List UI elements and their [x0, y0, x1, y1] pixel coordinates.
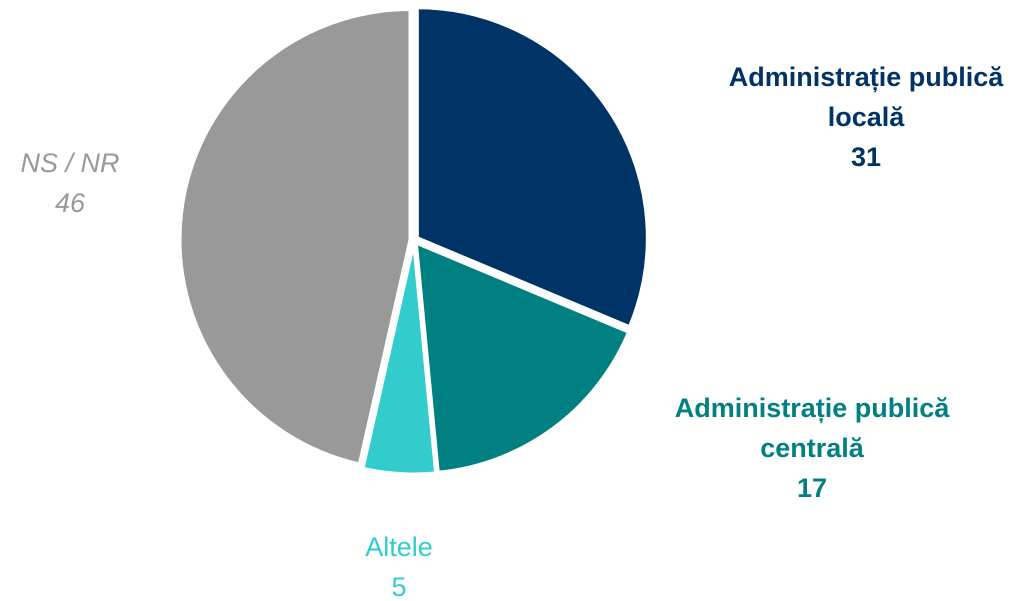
slice-label-line-0-1: locală	[828, 102, 906, 132]
pie-slice-0	[415, 6, 649, 329]
slice-label-line-3-0: NS / NR	[20, 148, 119, 178]
pie-slices	[178, 6, 649, 476]
pie-slice-3	[178, 8, 412, 466]
slice-label-line-1-0: Administrație publică	[675, 393, 951, 423]
slice-label-line-1-1: centrală	[760, 433, 865, 463]
slice-value-3: 46	[55, 188, 86, 218]
slice-label-1: Administrație publică centrală 17	[675, 393, 951, 503]
slice-label-line-0-0: Administrație publică	[729, 62, 1005, 92]
slice-label-line-2-0: Altele	[365, 532, 433, 562]
pie-labels: Administrație publică locală 31Administraț…	[20, 62, 1004, 601]
slice-label-0: Administrație publică locală 31	[729, 62, 1005, 172]
slice-value-1: 17	[797, 473, 827, 503]
slice-label-3: NS / NR 46	[20, 148, 119, 218]
slice-label-2: Altele 5	[365, 532, 433, 601]
pie-slice-1	[414, 240, 631, 474]
slice-value-0: 31	[851, 142, 881, 172]
slice-value-2: 5	[391, 572, 406, 601]
pie-slice-2	[361, 243, 438, 476]
